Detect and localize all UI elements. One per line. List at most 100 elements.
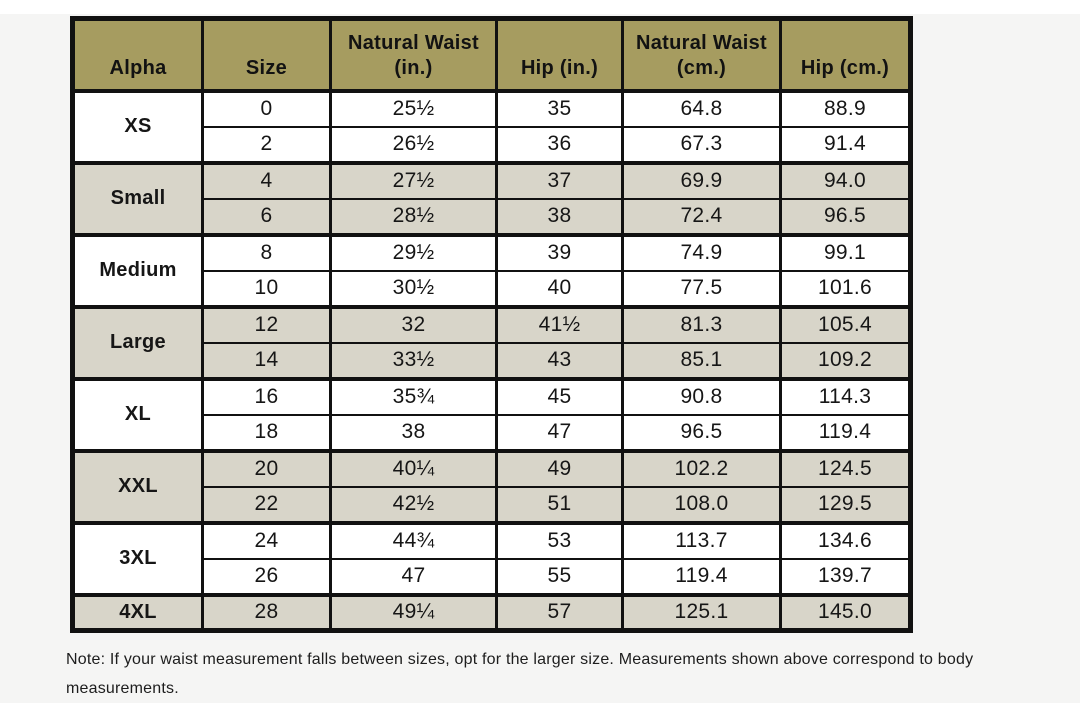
data-cell: 88.9 (779, 88, 912, 128)
data-cell: 96.5 (621, 413, 782, 452)
data-cell: 96.5 (779, 197, 912, 236)
size-chart-body: XS 0 25½ 35 64.8 88.9 2 26½ 36 67.3 91.4 Small 4 27½ 3… (71, 88, 912, 633)
data-cell: 40 (495, 269, 624, 308)
table-row: 6 28½ 38 72.4 96.5 (73, 197, 912, 236)
data-cell: 44¾ (329, 520, 498, 560)
table-row: Small 4 27½ 37 69.9 94.0 (71, 160, 912, 237)
data-cell: 102.2 (621, 448, 782, 488)
data-cell: 113.7 (621, 520, 782, 560)
data-cell: 35¾ (329, 376, 498, 416)
alpha-cell: XS (71, 88, 204, 165)
data-cell: 22 (201, 485, 332, 524)
alpha-cell: Small (71, 160, 204, 237)
data-cell: 69.9 (621, 160, 782, 200)
data-cell: 18 (201, 413, 332, 452)
data-cell: 30½ (329, 269, 498, 308)
data-cell: 99.1 (779, 232, 912, 272)
data-cell: 27½ (329, 160, 498, 200)
data-cell: 14 (201, 341, 332, 380)
data-cell: 43 (495, 341, 624, 380)
data-cell: 101.6 (779, 269, 912, 308)
data-cell: 47 (329, 557, 498, 596)
table-row: 22 42½ 51 108.0 129.5 (73, 485, 912, 524)
data-cell: 2 (201, 125, 332, 164)
data-cell: 77.5 (621, 269, 782, 308)
data-cell: 10 (201, 269, 332, 308)
data-cell: 25½ (329, 88, 498, 128)
data-cell: 20 (201, 448, 332, 488)
data-cell: 35 (495, 88, 624, 128)
data-cell: 90.8 (621, 376, 782, 416)
data-cell: 119.4 (779, 413, 912, 452)
table-row: Medium 8 29½ 39 74.9 99.1 (71, 232, 912, 309)
data-cell: 47 (495, 413, 624, 452)
data-cell: 55 (495, 557, 624, 596)
column-header-hip-in: Hip (in.) (495, 17, 624, 93)
data-cell: 114.3 (779, 376, 912, 416)
data-cell: 108.0 (621, 485, 782, 524)
column-header-alpha: Alpha (71, 17, 204, 93)
data-cell: 81.3 (621, 304, 782, 344)
data-cell: 32 (329, 304, 498, 344)
alpha-cell: 4XL (71, 592, 204, 633)
data-cell: 38 (495, 197, 624, 236)
data-cell: 42½ (329, 485, 498, 524)
column-header-natural-waist-cm: Natural Waist (cm.) (621, 17, 782, 93)
data-cell: 38 (329, 413, 498, 452)
data-cell: 12 (201, 304, 332, 344)
data-cell: 109.2 (779, 341, 912, 380)
alpha-cell: Large (71, 304, 204, 381)
data-cell: 0 (201, 88, 332, 128)
column-header-natural-waist-in: Natural Waist (in.) (329, 17, 498, 93)
data-cell: 16 (201, 376, 332, 416)
note-line-2: measurements. (66, 680, 179, 697)
data-cell: 40¼ (329, 448, 498, 488)
data-cell: 6 (201, 197, 332, 236)
data-cell: 74.9 (621, 232, 782, 272)
data-cell: 37 (495, 160, 624, 200)
data-cell: 51 (495, 485, 624, 524)
data-cell: 57 (495, 592, 624, 632)
data-cell: 36 (495, 125, 624, 164)
header-row: Alpha Size Natural Waist (in.) Hip (in.) Nat… (71, 17, 912, 93)
data-cell: 28 (201, 592, 332, 632)
table-row: 14 33½ 43 85.1 109.2 (73, 341, 912, 380)
data-cell: 28½ (329, 197, 498, 236)
data-cell: 124.5 (779, 448, 912, 488)
data-cell: 64.8 (621, 88, 782, 128)
note-line-1: Note: If your waist measurement falls be… (66, 651, 974, 668)
data-cell: 72.4 (621, 197, 782, 236)
column-header-size: Size (201, 17, 332, 93)
data-cell: 49 (495, 448, 624, 488)
data-cell: 39 (495, 232, 624, 272)
alpha-cell: XXL (71, 448, 204, 525)
size-chart-table: Alpha Size Natural Waist (in.) Hip (in.) Nat… (70, 16, 913, 633)
data-cell: 85.1 (621, 341, 782, 380)
data-cell: 41½ (495, 304, 624, 344)
data-cell: 45 (495, 376, 624, 416)
data-cell: 26½ (329, 125, 498, 164)
data-cell: 94.0 (779, 160, 912, 200)
data-cell: 67.3 (621, 125, 782, 164)
data-cell: 145.0 (779, 592, 912, 632)
data-cell: 26 (201, 557, 332, 596)
table-row: 2 26½ 36 67.3 91.4 (73, 125, 912, 164)
data-cell: 139.7 (779, 557, 912, 596)
data-cell: 4 (201, 160, 332, 200)
table-row: XXL 20 40¼ 49 102.2 124.5 (71, 448, 912, 525)
data-cell: 91.4 (779, 125, 912, 164)
table-row: 4XL 28 49¼ 57 125.1 145.0 (71, 592, 912, 633)
data-cell: 105.4 (779, 304, 912, 344)
table-row: Large 12 32 41½ 81.3 105.4 (71, 304, 912, 381)
table-row: 26 47 55 119.4 139.7 (73, 557, 912, 596)
data-cell: 49¼ (329, 592, 498, 632)
table-row: XL 16 35¾ 45 90.8 114.3 (71, 376, 912, 453)
data-cell: 53 (495, 520, 624, 560)
top-white-strip (0, 0, 1080, 14)
data-cell: 129.5 (779, 485, 912, 524)
data-cell: 119.4 (621, 557, 782, 596)
table-row: 3XL 24 44¾ 53 113.7 134.6 (71, 520, 912, 597)
alpha-cell: XL (71, 376, 204, 453)
data-cell: 8 (201, 232, 332, 272)
alpha-cell: Medium (71, 232, 204, 309)
